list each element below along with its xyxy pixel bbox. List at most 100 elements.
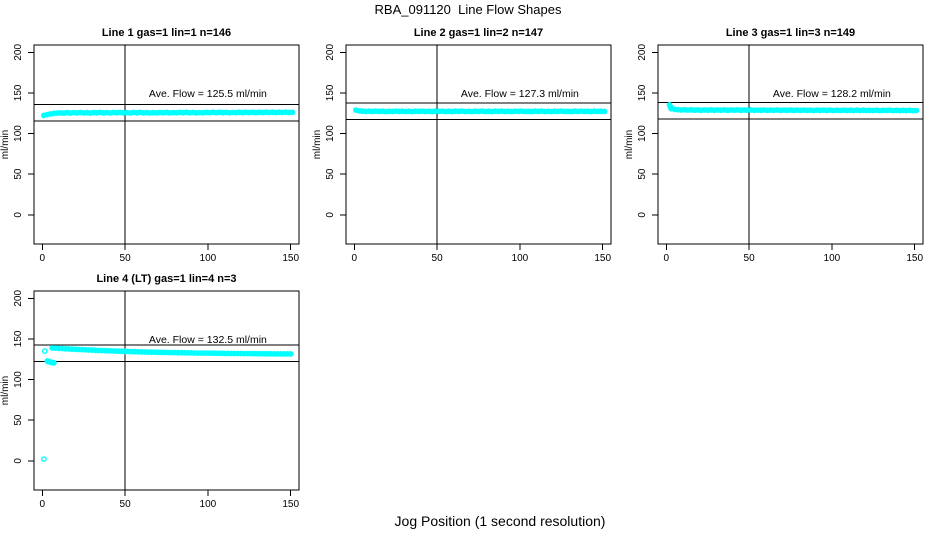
data-point [847, 107, 854, 114]
data-point [770, 107, 777, 114]
data-point [135, 348, 142, 355]
x-tick-label: 50 [432, 253, 444, 264]
data-point [807, 107, 814, 114]
data-point [90, 109, 97, 116]
data-point [261, 350, 268, 357]
data-point [688, 106, 695, 113]
data-point [492, 108, 499, 115]
data-point [363, 108, 369, 115]
x-axis-outer-label: Jog Position (1 second resolution) [394, 513, 606, 529]
data-point [584, 108, 591, 115]
y-tick-label: 150 [637, 84, 648, 101]
data-point [252, 109, 259, 116]
data-point [226, 109, 233, 116]
data-point [163, 109, 170, 116]
data-point [72, 346, 79, 353]
data-point [754, 107, 761, 114]
data-point [95, 347, 102, 354]
data-point [54, 110, 61, 117]
data-point [724, 107, 731, 114]
data-point [206, 109, 213, 116]
data-point [382, 108, 389, 115]
panel-title: Line 2 gas=1 lin=2 n=147 [414, 27, 543, 39]
data-point [254, 350, 261, 357]
data-point [150, 109, 157, 116]
data-point [671, 106, 678, 113]
data-point [731, 107, 738, 114]
data-point [837, 107, 844, 114]
x-tick-label: 50 [744, 253, 756, 264]
data-point [429, 108, 436, 115]
data-point [893, 107, 900, 114]
data-point [57, 110, 64, 116]
data-point [175, 349, 182, 356]
data-point [269, 109, 276, 116]
data-point [161, 349, 168, 356]
data-point [498, 108, 505, 115]
data-point [79, 346, 85, 353]
data-point [774, 107, 781, 113]
panel-title: Line 1 gas=1 lin=1 n=146 [102, 27, 231, 39]
data-point [125, 348, 132, 355]
data-point [89, 347, 95, 354]
data-point [900, 107, 906, 114]
data-point [903, 107, 910, 114]
data-point [488, 108, 495, 115]
data-point [886, 107, 893, 114]
data-point [92, 347, 99, 354]
data-point [843, 107, 850, 114]
x-tick-label: 0 [352, 253, 358, 264]
data-point [118, 348, 125, 355]
data-point [432, 108, 439, 115]
data-point [409, 108, 416, 115]
data-point [243, 109, 249, 116]
data-point [216, 109, 223, 116]
data-point [218, 350, 225, 357]
data-point [353, 107, 359, 114]
data-point [123, 109, 130, 116]
data-point [668, 105, 675, 112]
x-tick-label: 0 [664, 253, 670, 264]
data-point [228, 350, 235, 357]
data-point [777, 107, 784, 114]
data-point [548, 108, 555, 115]
data-point [870, 107, 877, 114]
data-point [412, 108, 419, 115]
data-point [238, 350, 244, 357]
data-point [780, 107, 787, 114]
data-point [465, 108, 472, 115]
data-point [176, 109, 183, 116]
data-point [850, 107, 857, 114]
data-point [110, 109, 117, 116]
ave-flow-annotation: Ave. Flow = 125.5 ml/min [149, 88, 267, 100]
x-tick-label: 150 [282, 499, 299, 510]
data-point [356, 108, 363, 114]
data-point [435, 108, 442, 115]
ave-flow-annotation: Ave. Flow = 128.2 ml/min [773, 88, 891, 100]
data-point [183, 109, 190, 116]
data-point [701, 107, 708, 113]
panel-line4-chart: Line 4 (LT) gas=1 lin=4 n=3 Ave. Flow = 1… [0, 273, 300, 510]
data-point [830, 107, 837, 114]
data-point [185, 350, 191, 356]
data-point [99, 347, 105, 354]
data-point [883, 107, 890, 114]
data-point [416, 108, 422, 115]
data-point [279, 109, 286, 116]
y-tick-label: 200 [13, 290, 24, 307]
data-point [511, 108, 518, 115]
data-point [264, 350, 271, 357]
panel-line2-chart: Line 2 gas=1 lin=2 n=147 Ave. Flow = 127.… [312, 27, 612, 264]
y-tick-label: 0 [637, 212, 648, 218]
data-point [229, 109, 236, 116]
data-point [741, 107, 748, 113]
data-point [704, 107, 711, 114]
data-point [166, 110, 173, 116]
data-point [133, 109, 140, 116]
data-point [747, 107, 754, 113]
data-point [744, 107, 751, 114]
x-tick-label: 0 [40, 499, 46, 510]
data-point [256, 109, 263, 116]
data-point [155, 349, 162, 356]
